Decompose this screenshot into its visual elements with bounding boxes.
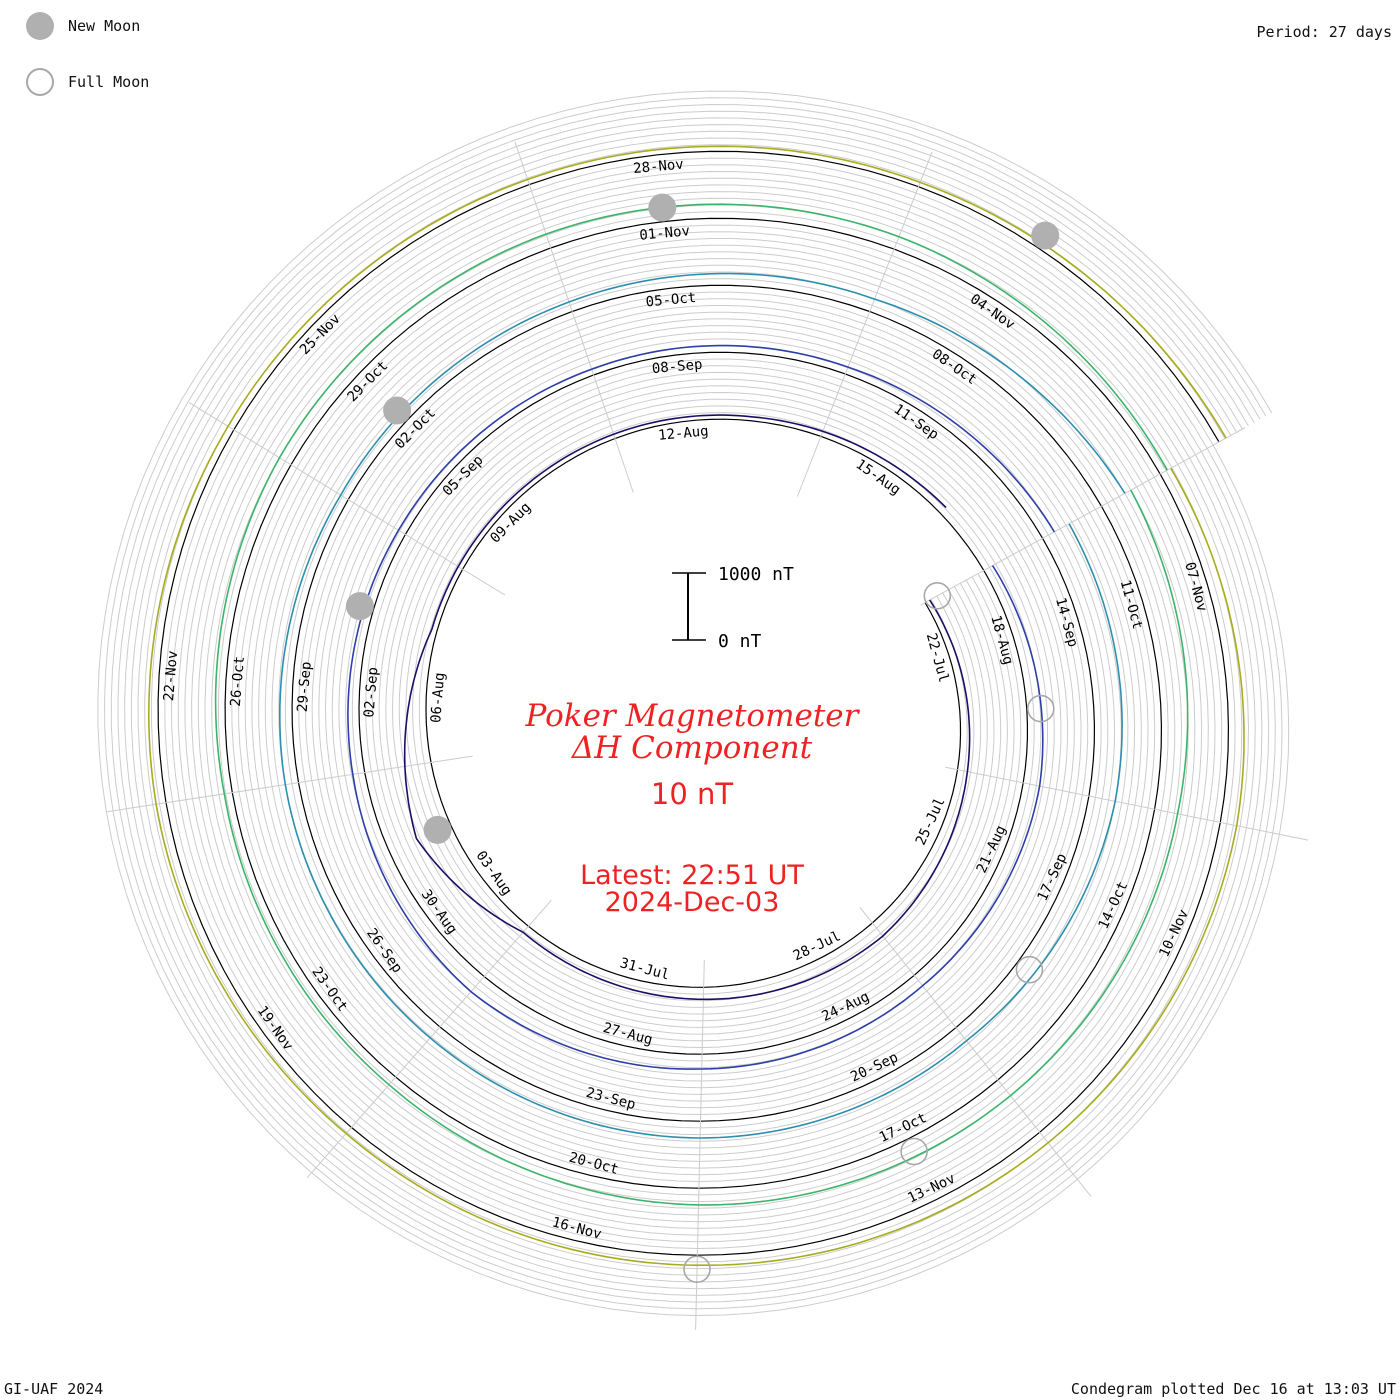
date-label: 05-Oct <box>645 290 697 311</box>
grid-spiral <box>97 90 1290 1317</box>
new-moon-marker <box>1031 221 1060 250</box>
date-label: 20-Oct <box>567 1150 620 1178</box>
grid-spiral <box>150 144 1236 1263</box>
full-moon-marker <box>923 581 952 610</box>
footer-credit: GI-UAF 2024 <box>4 1380 104 1398</box>
date-label: 29-Sep <box>295 661 315 713</box>
date-label: 08-Sep <box>651 357 703 378</box>
chart-title-line3: 10 nT <box>651 777 733 811</box>
date-label: 26-Oct <box>228 655 248 707</box>
grid-spoke <box>106 755 473 813</box>
footer-plot-time: Condegram plotted Dec 16 at 13:03 UT <box>1070 1380 1396 1398</box>
new-moon-marker <box>383 396 412 425</box>
series-line-4 <box>214 203 1189 1206</box>
legend-full-moon-label: Full Moon <box>68 73 150 91</box>
grid-spoke <box>695 959 705 1330</box>
period-label: Period: 27 days <box>1256 23 1392 41</box>
new-moon-marker <box>423 815 452 844</box>
scale-bar-bottom-label: 0 nT <box>718 631 762 652</box>
full-moon-marker <box>900 1137 928 1166</box>
date-label: 28-Nov <box>633 156 685 177</box>
date-label: 16-Nov <box>550 1214 603 1242</box>
grid-spiral <box>124 117 1263 1290</box>
date-label: 22-Jul <box>923 631 952 684</box>
legend-full-moon: Full Moon <box>26 68 149 96</box>
latest-date: 2024-Dec-03 <box>605 887 780 918</box>
date-label: 31-Jul <box>618 955 671 983</box>
grid-spoke <box>306 899 552 1179</box>
grid-spiral <box>104 97 1283 1310</box>
full-moon-marker <box>683 1255 711 1283</box>
grid-spiral <box>137 130 1250 1276</box>
series-line-3 <box>278 272 1126 1139</box>
chart-title-line1: Poker Magnetometer <box>525 698 861 734</box>
new-moon-marker <box>648 193 677 222</box>
full-moon-icon <box>26 68 54 96</box>
series-line-2 <box>347 344 1056 1070</box>
grid-spoke <box>945 766 1309 841</box>
grid-spiral <box>144 137 1243 1270</box>
scale-bar-top-label: 1000 nT <box>718 564 794 585</box>
moon-markers <box>345 193 1060 1283</box>
series-line-1 <box>403 414 971 1001</box>
grid-spoke <box>859 907 1092 1197</box>
grid-spiral <box>117 110 1270 1296</box>
baseline-spiral <box>157 150 1230 1256</box>
data-series <box>147 145 1245 1266</box>
legend-new-moon-label: New Moon <box>68 17 141 35</box>
legend-new-moon: New Moon <box>26 12 140 40</box>
date-label: 28-Jul <box>791 928 844 964</box>
full-moon-marker <box>1027 694 1055 723</box>
grid-spiral <box>130 124 1256 1283</box>
date-label: 27-Aug <box>601 1020 654 1048</box>
series-line-5 <box>147 145 1245 1266</box>
grid-spoke <box>920 427 1246 606</box>
date-label: 23-Sep <box>584 1085 637 1113</box>
date-label: 02-Sep <box>361 666 381 718</box>
latest-time: Latest: 22:51 UT <box>580 860 804 891</box>
full-moon-marker <box>1015 955 1044 984</box>
date-label: 01-Nov <box>639 223 691 244</box>
center-annotations: 1000 nT 0 nT Poker Magnetometer ΔH Compo… <box>525 564 861 918</box>
new-moon-marker <box>345 592 374 621</box>
grid-spiral <box>110 103 1276 1303</box>
spiral-grid <box>97 90 1309 1330</box>
chart-title-line2: ΔH Component <box>571 730 813 766</box>
date-label: 06-Aug <box>428 672 448 724</box>
new-moon-icon <box>26 12 54 40</box>
date-label: 22-Nov <box>161 650 181 702</box>
date-label: 12-Aug <box>657 423 709 444</box>
grid-spoke <box>188 402 506 596</box>
grid-spoke <box>796 151 933 497</box>
